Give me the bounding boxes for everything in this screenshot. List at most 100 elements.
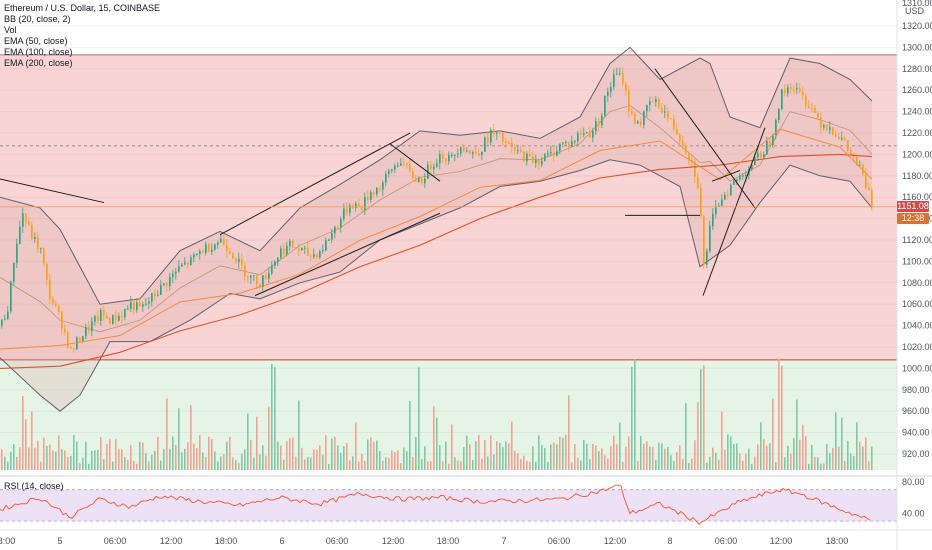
- candle-body: [223, 238, 225, 245]
- candle-body: [625, 83, 627, 92]
- candle-body: [61, 311, 63, 329]
- volume-bar: [289, 438, 291, 470]
- chart-legend: Ethereum / U.S. Dollar, 15, COINBASE BB …: [4, 3, 160, 69]
- candle-body: [100, 310, 102, 322]
- volume-bar: [424, 446, 426, 470]
- candle-body: [769, 141, 771, 145]
- volume-bar: [481, 458, 483, 470]
- volume-bar: [133, 460, 135, 470]
- candle-body: [694, 161, 696, 177]
- buy-zone: [0, 359, 897, 470]
- volume-bar: [829, 452, 831, 470]
- candle-body: [445, 158, 447, 162]
- candle-body: [397, 165, 399, 167]
- volume-bar: [652, 446, 654, 470]
- candle-body: [4, 318, 6, 320]
- volume-bar: [295, 456, 297, 470]
- candle-body: [337, 226, 339, 228]
- candle-body: [283, 248, 285, 255]
- candle-body: [46, 263, 48, 280]
- indicator-ema100[interactable]: EMA (100, close): [4, 47, 73, 57]
- symbol-title[interactable]: Ethereum / U.S. Dollar, 15, COINBASE: [4, 3, 161, 13]
- candle-body: [487, 137, 489, 143]
- candle-body: [112, 315, 114, 324]
- bb-lower: [0, 159, 873, 412]
- volume-bar: [661, 443, 663, 470]
- candle-body: [88, 327, 90, 331]
- candle-body: [664, 111, 666, 113]
- volume-bar: [496, 441, 498, 470]
- price-tick-label: 1310.00: [902, 0, 932, 8]
- volume-bar: [457, 460, 459, 470]
- volume-bar: [730, 436, 732, 470]
- volume-bar: [40, 461, 42, 470]
- candle-body: [313, 254, 315, 257]
- volume-bar: [613, 435, 615, 470]
- candle-body: [358, 203, 360, 207]
- candle-body: [334, 226, 336, 234]
- volume-bar: [466, 435, 468, 470]
- volume-bar: [316, 449, 318, 470]
- sell-zone: [0, 54, 897, 360]
- candle-body: [31, 224, 33, 240]
- volume-bar: [619, 422, 621, 470]
- volume-bar: [220, 456, 222, 470]
- candle-body: [688, 153, 690, 160]
- volume-bar: [421, 458, 423, 470]
- grid-layer: [0, 25, 897, 455]
- volume-bar: [844, 460, 846, 470]
- candle-body: [220, 238, 222, 243]
- candle-body: [451, 154, 453, 156]
- volume-bar: [226, 441, 228, 470]
- candle-body: [430, 164, 432, 169]
- candle-body: [22, 213, 24, 227]
- indicator-ema200[interactable]: EMA (200, close): [4, 58, 73, 68]
- candle-body: [577, 133, 579, 142]
- zone-layer: [0, 54, 897, 470]
- volume-bar: [202, 452, 204, 470]
- candle-body: [496, 132, 498, 134]
- candle-body: [118, 315, 120, 321]
- candle-body: [484, 137, 486, 152]
- volume-bar: [742, 460, 744, 470]
- candle-body: [265, 275, 267, 279]
- candle-body: [286, 246, 288, 255]
- volume-bar: [469, 444, 471, 470]
- volume-bar: [58, 435, 60, 470]
- price-tick-label: 1080.00: [902, 278, 932, 288]
- candle-body: [574, 141, 576, 143]
- candle-body: [106, 315, 108, 319]
- time-axis[interactable]: 18:00 5 06:00 12:00 18:00 6 06:00 12:00 18:00 7 06…: [0, 529, 932, 546]
- volume-bar: [406, 451, 408, 470]
- volume-bar: [391, 450, 393, 470]
- volume-bar: [259, 454, 261, 470]
- rsi-pane: 80.00 40.00: [0, 475, 932, 525]
- indicator-bb[interactable]: BB (20, close, 2): [4, 14, 71, 24]
- trendline-drawings[interactable]: [0, 68, 897, 297]
- candle-body: [364, 197, 366, 210]
- volume-bar: [214, 451, 216, 470]
- candle-body: [13, 262, 15, 282]
- candle-body: [370, 192, 372, 200]
- candle-body: [583, 133, 585, 135]
- candle-body: [766, 141, 768, 155]
- volume-layer: [1, 358, 873, 470]
- indicator-vol[interactable]: Vol: [4, 25, 17, 35]
- volume-bar: [298, 400, 300, 470]
- volume-bar: [76, 441, 78, 470]
- candle-body: [463, 147, 465, 151]
- candle-body: [571, 141, 573, 147]
- volume-bar: [559, 436, 561, 470]
- candle-body: [418, 178, 420, 182]
- volume-bar: [343, 446, 345, 470]
- rsi-label[interactable]: RSI (14, close): [4, 481, 64, 491]
- volume-bar: [439, 444, 441, 470]
- indicator-ema50[interactable]: EMA (50, close): [4, 36, 68, 46]
- bb-fill: [0, 47, 872, 412]
- candle-body: [55, 303, 57, 307]
- volume-bar: [127, 459, 129, 470]
- candle-body: [361, 206, 363, 210]
- volume-bar: [184, 448, 186, 470]
